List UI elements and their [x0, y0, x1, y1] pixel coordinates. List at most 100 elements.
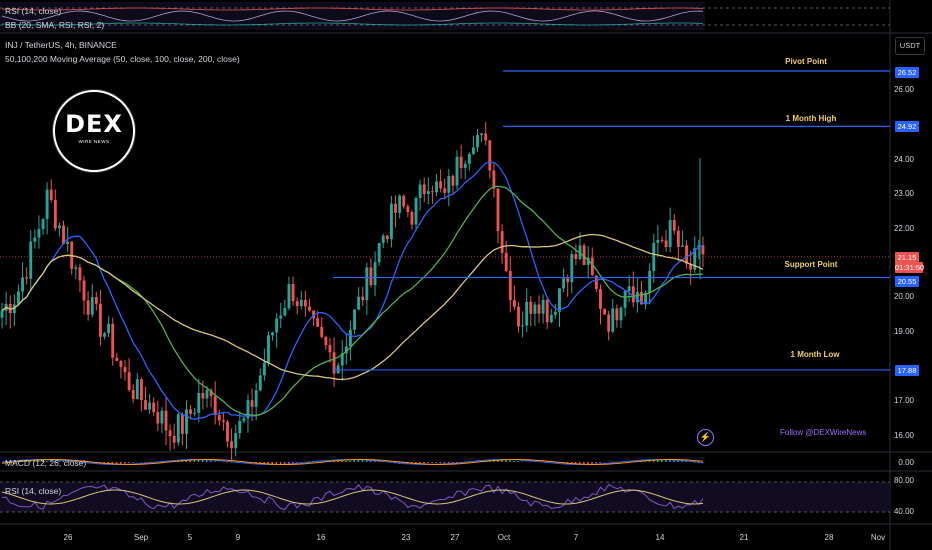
- macd-histogram-bar: [365, 459, 368, 462]
- currency-button[interactable]: USDT: [895, 37, 925, 55]
- date-axis-label: 28: [824, 533, 834, 542]
- macd-histogram-bar: [644, 461, 647, 462]
- candle-body: [504, 252, 508, 271]
- macd-histogram-bar: [210, 460, 212, 462]
- price-axis-label: 20.00: [893, 292, 914, 301]
- macd-histogram-bar: [33, 460, 36, 462]
- candle-body: [217, 415, 221, 421]
- candle-body: [107, 323, 111, 334]
- date-axis-label: 21: [739, 533, 749, 542]
- candle-body: [123, 367, 127, 373]
- macd-histogram-bar: [42, 460, 44, 462]
- macd-histogram-bar: [201, 459, 204, 462]
- macd-histogram-bar: [583, 462, 585, 465]
- macd-histogram-bar: [423, 462, 425, 464]
- top-rsi-indicator-label[interactable]: RSI (14, close): [5, 6, 62, 16]
- macd-histogram-bar: [673, 459, 675, 462]
- candle-body: [676, 230, 680, 247]
- price-axis-label: 24.00: [893, 155, 914, 164]
- macd-histogram-bar: [357, 460, 360, 462]
- price-axis-label: 16.00: [893, 431, 914, 440]
- ma200-line: [1, 233, 704, 381]
- candle-body: [537, 304, 541, 314]
- macd-histogram-bar: [546, 461, 548, 462]
- candle-body: [644, 292, 648, 305]
- pivot-price-tag: 26.52: [895, 67, 919, 78]
- rsi-axis-label: 80.00: [893, 476, 914, 485]
- candle-body: [127, 372, 131, 391]
- candle-body: [570, 254, 574, 283]
- macd-histogram-bar: [431, 462, 433, 463]
- candle-body: [578, 245, 582, 260]
- candle-body: [119, 360, 123, 368]
- candle-body: [574, 254, 578, 260]
- candle-body: [594, 275, 598, 289]
- candle-countdown: 01:31:50: [895, 262, 925, 273]
- candle-body: [271, 332, 275, 336]
- candle-body: [312, 310, 315, 319]
- rsi-pane-label[interactable]: RSI (14, close): [5, 486, 62, 496]
- price-axis-label: 22.00: [893, 224, 914, 233]
- candle-body: [213, 396, 217, 416]
- candle-body: [279, 315, 283, 319]
- macd-histogram-bar: [640, 461, 642, 462]
- candle-body: [566, 278, 570, 283]
- candle-body: [41, 219, 45, 230]
- candle-body: [484, 133, 488, 141]
- candle-body: [418, 184, 422, 198]
- candle-body: [37, 229, 41, 238]
- moving-average-indicator-label[interactable]: 50,100,200 Moving Average (50, close, 10…: [5, 54, 240, 64]
- top-bb-indicator-label[interactable]: BB (20, SMA, RSI, RSI, 2): [5, 20, 105, 30]
- candle-body: [254, 390, 258, 407]
- candle-body: [320, 326, 324, 337]
- candle-body: [599, 288, 602, 309]
- candle-body: [152, 402, 156, 413]
- macd-histogram-bar: [271, 462, 274, 465]
- rsi-line: [1, 483, 704, 510]
- candle-body: [672, 220, 676, 231]
- candle-body: [25, 277, 29, 279]
- date-axis-label: 7: [573, 533, 579, 542]
- macd-histogram-bar: [255, 462, 257, 463]
- candle-body: [631, 286, 635, 303]
- macd-histogram-bar: [353, 460, 356, 462]
- macd-histogram-bar: [54, 460, 56, 462]
- macd-pane-label[interactable]: MACD (12, 26, close): [5, 458, 87, 468]
- candle-body: [635, 291, 639, 303]
- macd-histogram-bar: [669, 459, 671, 462]
- macd-histogram-bar: [427, 462, 429, 464]
- candle-body: [549, 314, 553, 323]
- candle-body: [476, 135, 479, 148]
- candle-body: [488, 140, 492, 171]
- candle-body: [33, 237, 37, 242]
- candle-body: [148, 402, 152, 410]
- candle-body: [582, 245, 586, 265]
- candle-body: [45, 189, 49, 220]
- macd-histogram-bar: [361, 459, 364, 462]
- candle-body: [406, 206, 410, 212]
- candle-body: [205, 390, 209, 399]
- candle-body: [385, 235, 389, 240]
- candle-body: [521, 325, 525, 327]
- macd-histogram-bar: [50, 461, 52, 462]
- candle-body: [168, 430, 172, 437]
- candle-body: [21, 277, 24, 292]
- macd-histogram-bar: [509, 460, 511, 462]
- candle-body: [201, 393, 205, 399]
- lightning-icon[interactable]: ⚡: [697, 429, 714, 446]
- candle-body: [545, 299, 549, 323]
- candle-body: [164, 410, 168, 431]
- macd-signal-line: [1, 459, 704, 465]
- candle-body: [275, 318, 279, 333]
- macd-histogram-bar: [283, 462, 286, 465]
- rsi-ma-line: [1, 489, 704, 505]
- candle-body: [303, 299, 307, 307]
- candle-body: [287, 283, 291, 309]
- candle-body: [131, 390, 135, 400]
- candle-body: [246, 400, 250, 419]
- date-axis-label: 9: [235, 533, 241, 542]
- rsi-axis-label: 40.00: [893, 507, 914, 516]
- macd-histogram-bar: [37, 460, 40, 462]
- date-axis-label: 5: [187, 533, 193, 542]
